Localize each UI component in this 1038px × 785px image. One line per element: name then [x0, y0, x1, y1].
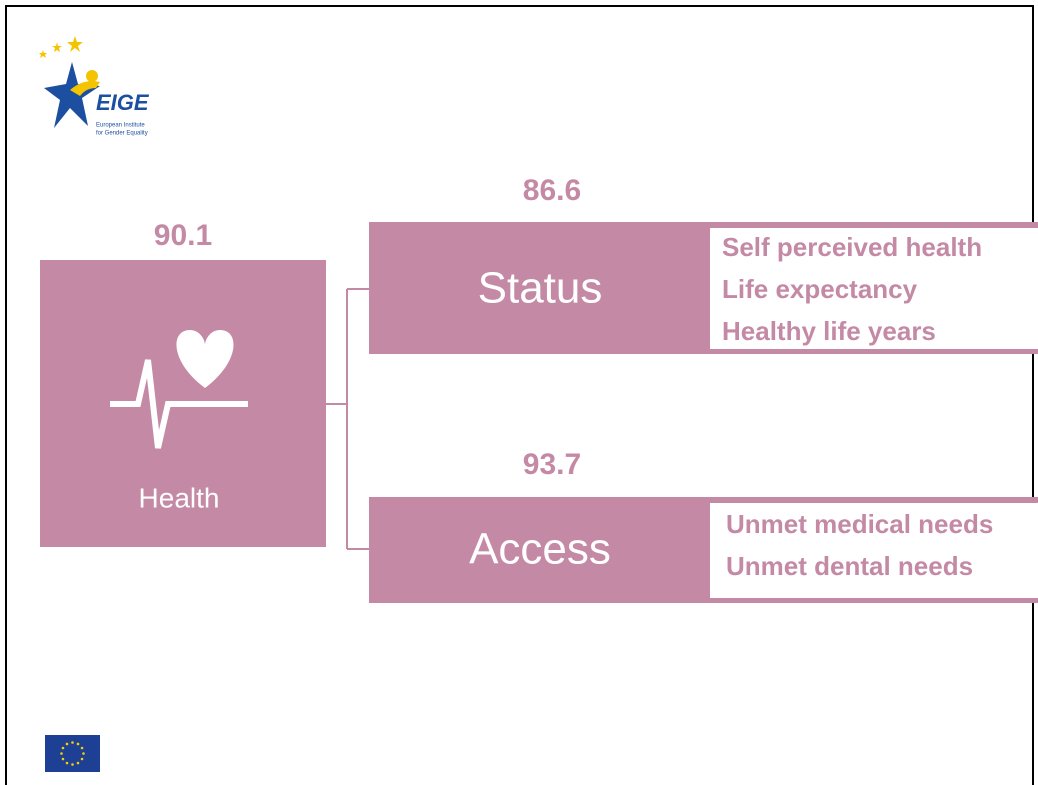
- item-panel: [710, 503, 1038, 598]
- logo-subtitle: European Institute: [96, 123, 145, 129]
- subdomain-score: 86.6: [523, 174, 581, 207]
- flag-star: [61, 757, 65, 761]
- flag-star: [65, 761, 69, 765]
- indicator: Life expectancy: [722, 274, 918, 304]
- logo-subtitle: for Gender Equality: [96, 131, 148, 137]
- heart-icon: [176, 330, 234, 388]
- logo-name: EIGE: [96, 90, 150, 115]
- subdomain-label: Access: [469, 525, 611, 574]
- flag-star: [80, 757, 84, 761]
- item-panel: [710, 228, 1038, 349]
- flag-star: [82, 752, 85, 755]
- flag-star: [60, 752, 63, 755]
- flag-star: [65, 742, 69, 746]
- subdomain-score: 93.7: [523, 448, 581, 481]
- domain-label: Health: [139, 482, 220, 513]
- domain-score: 90.1: [154, 219, 212, 252]
- indicator: Unmet medical needs: [726, 509, 993, 539]
- logo: EIGE European Institute for Gender Equal…: [39, 36, 150, 137]
- flag-star: [80, 746, 84, 750]
- connector: [326, 288, 369, 550]
- indicator: Self perceived health: [722, 232, 982, 262]
- indicator: Healthy life years: [722, 316, 936, 346]
- flag-star: [71, 741, 74, 744]
- flag-star: [76, 761, 80, 765]
- subdomain-label: Status: [478, 264, 603, 313]
- indicator: Unmet dental needs: [726, 551, 973, 581]
- flag-star: [71, 763, 74, 766]
- flag-star: [76, 742, 80, 746]
- pulse-icon: [110, 359, 248, 449]
- flag-star: [61, 746, 65, 750]
- eu-flag: [45, 735, 100, 772]
- slide-border: [5, 5, 1034, 785]
